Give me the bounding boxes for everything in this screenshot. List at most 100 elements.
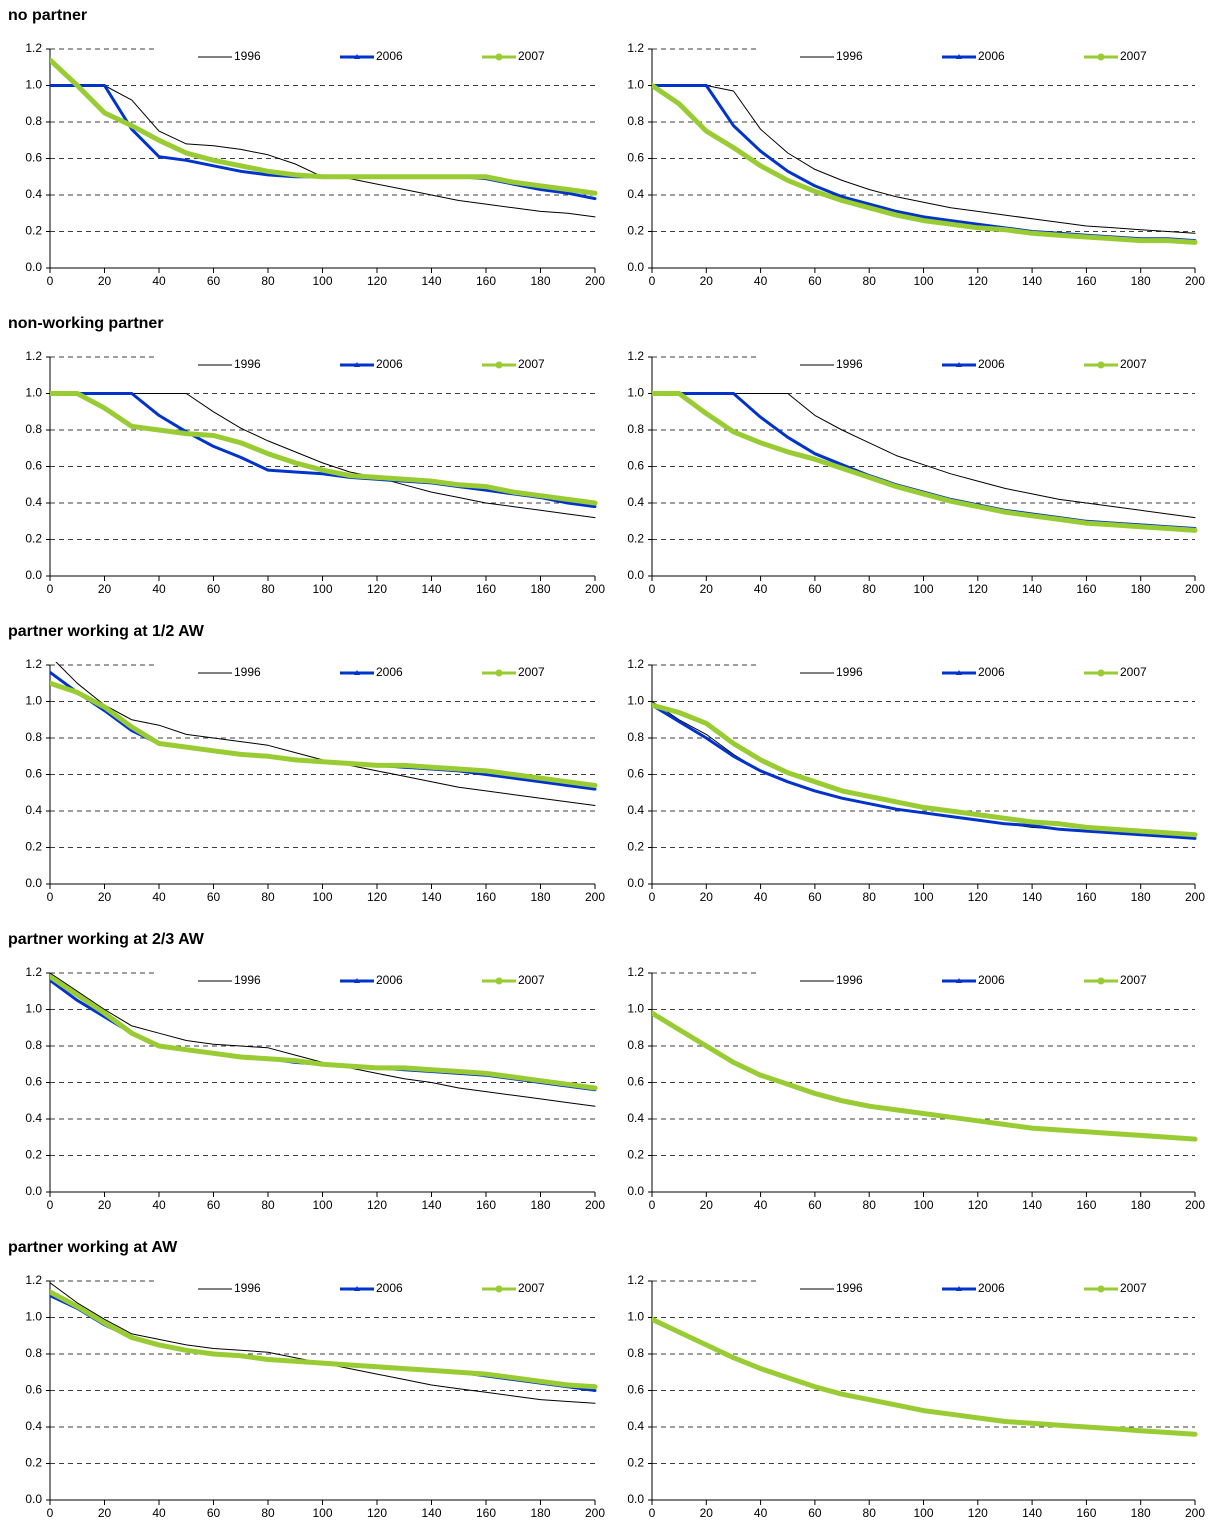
series-line [50, 972, 596, 1107]
x-tick-label: 60 [808, 890, 822, 904]
y-tick-label: 0.8 [25, 1346, 42, 1360]
legend-marker [956, 54, 962, 59]
legend-marker [956, 670, 962, 675]
legend-background [757, 963, 1195, 983]
x-tick-label: 100 [913, 582, 933, 596]
x-tick-label: 180 [530, 1506, 550, 1520]
x-tick-label: 200 [585, 890, 605, 904]
legend-label: 2007 [518, 1281, 545, 1295]
x-tick-label: 40 [152, 1506, 166, 1520]
x-tick-label: 80 [261, 890, 275, 904]
legend-label: 2007 [1120, 665, 1147, 679]
legend-label: 2007 [1120, 357, 1147, 371]
x-tick-label: 60 [808, 1198, 822, 1212]
y-tick-label: 1.2 [627, 1273, 644, 1287]
y-tick-label: 0.2 [627, 1456, 644, 1470]
series-line [652, 393, 1196, 519]
section-title: non-working partner [8, 315, 164, 332]
y-tick-label: 1.2 [25, 965, 42, 979]
x-tick-label: 100 [312, 274, 332, 288]
x-tick-label: 140 [421, 1198, 441, 1212]
legend-background [155, 963, 595, 983]
x-tick-label: 60 [207, 1198, 221, 1212]
y-tick-label: 0.0 [627, 260, 644, 274]
x-tick-label: 180 [530, 582, 550, 596]
y-tick-label: 0.4 [25, 1419, 42, 1433]
x-tick-label: 20 [700, 1506, 714, 1520]
series-line [50, 393, 596, 519]
x-tick-label: 60 [808, 582, 822, 596]
series-line [652, 702, 1198, 838]
legend-label: 2007 [1120, 49, 1147, 63]
series-line [652, 703, 1197, 840]
x-tick-label: 200 [1185, 890, 1205, 904]
x-tick-label: 200 [585, 582, 605, 596]
legend-marker [495, 1285, 503, 1293]
legend-label: 1996 [234, 1281, 261, 1295]
x-tick-label: 160 [476, 274, 496, 288]
y-tick-label: 0.2 [25, 1456, 42, 1470]
legend-label: 1996 [836, 973, 863, 987]
x-tick-label: 140 [1022, 1506, 1042, 1520]
y-tick-label: 1.0 [627, 1310, 644, 1324]
y-tick-label: 1.0 [25, 1310, 42, 1324]
x-tick-label: 200 [1185, 1506, 1205, 1520]
section-title: partner working at 1/2 AW [8, 623, 205, 640]
x-tick-label: 80 [261, 1506, 275, 1520]
chart: 0.0 0.2 0.4 0.6 0.8 1.0 1.2 0 20 40 60 80 100 120 140 1… [627, 39, 1205, 288]
x-tick-label: 200 [1185, 274, 1205, 288]
x-tick-label: 20 [98, 890, 112, 904]
y-tick-label: 0.0 [627, 1492, 644, 1506]
x-tick-label: 120 [367, 1506, 387, 1520]
x-tick-label: 180 [1131, 1506, 1151, 1520]
series-line [652, 84, 1197, 243]
x-tick-label: 40 [754, 1198, 768, 1212]
x-tick-label: 180 [530, 1198, 550, 1212]
legend-marker [495, 361, 503, 369]
x-tick-label: 0 [649, 890, 656, 904]
y-tick-label: 0.6 [25, 151, 42, 165]
x-tick-label: 100 [312, 1506, 332, 1520]
legend-marker [354, 978, 360, 983]
x-tick-label: 120 [367, 274, 387, 288]
section-title: partner working at 2/3 AW [8, 931, 205, 948]
series-line [652, 1316, 1198, 1437]
x-tick-label: 180 [1131, 274, 1151, 288]
legend-marker [1097, 361, 1105, 369]
x-tick-label: 160 [1076, 1198, 1096, 1212]
y-tick-label: 1.0 [25, 386, 42, 400]
y-tick-label: 1.2 [25, 41, 42, 55]
legend-background [155, 347, 595, 367]
x-tick-label: 140 [1022, 1198, 1042, 1212]
x-tick-label: 20 [700, 890, 714, 904]
x-tick-label: 100 [312, 890, 332, 904]
x-tick-label: 200 [1185, 582, 1205, 596]
x-tick-label: 120 [367, 582, 387, 596]
y-tick-label: 0.6 [627, 767, 644, 781]
x-tick-label: 0 [47, 1198, 54, 1212]
y-tick-label: 0.8 [627, 1038, 644, 1052]
y-tick-label: 0.2 [25, 532, 42, 546]
legend-label: 2006 [376, 357, 403, 371]
legend-label: 1996 [234, 973, 261, 987]
chart: 0.0 0.2 0.4 0.6 0.8 1.0 1.2 0 20 40 60 80 100 120 140 1… [25, 347, 605, 596]
legend-marker [1097, 53, 1105, 61]
legend-label: 2006 [978, 49, 1005, 63]
x-tick-label: 40 [754, 274, 768, 288]
legend-marker [956, 362, 962, 367]
legend-label: 2006 [978, 665, 1005, 679]
chart: 0.0 0.2 0.4 0.6 0.8 1.0 1.2 0 20 40 60 80 100 120 140 1… [627, 347, 1205, 596]
y-tick-label: 0.6 [25, 1383, 42, 1397]
y-tick-label: 0.4 [627, 495, 644, 509]
legend-label: 2006 [376, 49, 403, 63]
y-tick-label: 0.6 [25, 459, 42, 473]
y-tick-label: 0.4 [25, 1111, 42, 1125]
y-tick-label: 1.2 [25, 1273, 42, 1287]
chart: 0.0 0.2 0.4 0.6 0.8 1.0 1.2 0 20 40 60 80 100 120 140 1… [627, 963, 1205, 1212]
y-tick-label: 0.0 [25, 568, 42, 582]
x-tick-label: 20 [98, 1198, 112, 1212]
x-tick-label: 160 [476, 890, 496, 904]
legend-label: 2007 [1120, 973, 1147, 987]
x-tick-label: 140 [421, 274, 441, 288]
x-tick-label: 80 [863, 890, 877, 904]
